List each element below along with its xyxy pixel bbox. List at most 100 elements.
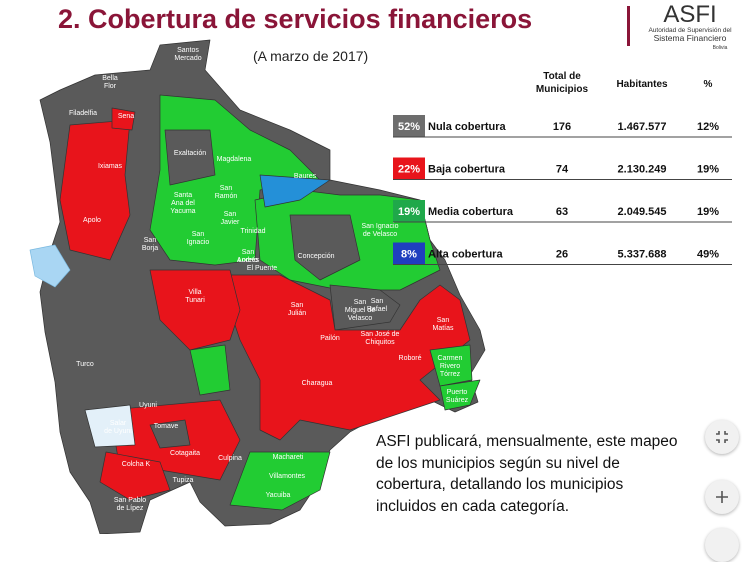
region-blue [259, 174, 331, 208]
cell-total: 63 [556, 206, 568, 218]
cell-total: 74 [556, 164, 569, 176]
place-label-line: Borja [142, 245, 158, 252]
place-label-line: Culpina [218, 455, 242, 462]
cell-category: Media cobertura [428, 206, 514, 218]
place-label-line: Santa [174, 192, 192, 199]
place-label: Salar de Uyuni [104, 420, 132, 435]
place-label-line: Ignacio [187, 239, 210, 246]
cell-population: 2.130.249 [618, 164, 667, 176]
place-label-line: Rivero [440, 363, 460, 370]
logo: ASFI Autoridad de Supervisión del Sistem… [627, 1, 732, 51]
cell-percent: 49% [697, 249, 719, 261]
place-label-line: San [291, 302, 304, 309]
place-label-line: Bella [102, 75, 118, 82]
place-label-line: Andrés [237, 257, 260, 264]
cell-share: 19% [398, 206, 420, 218]
fit-button[interactable] [705, 420, 739, 454]
place-label-line: Tupiza [173, 477, 194, 484]
place-label-line: Ixiamas [98, 163, 123, 170]
zoom-out-button[interactable] [705, 528, 739, 562]
logo-line: Sistema Financiero [654, 33, 727, 43]
place-label-line: Rafael [367, 306, 388, 313]
zoom-in-button[interactable] [705, 480, 739, 514]
place-label: Villamontes [269, 473, 306, 480]
place-label-line: Machareti [273, 454, 304, 461]
place-label-line: San [220, 185, 233, 192]
place-label-line: Magdalena [217, 156, 252, 163]
place-label-line: Salar [110, 420, 127, 427]
place-label-line: San [437, 317, 450, 324]
slide: {"header": {"title": "2. Cobertura de se… [29, 1, 739, 562]
place-label-line: Tunari [185, 297, 205, 304]
place-label: Culpina [218, 455, 242, 462]
place-label: San José de Chiquitos [361, 331, 400, 346]
region-green [439, 379, 481, 411]
place-label: San Miguel de Velasco [345, 299, 375, 322]
region-red [219, 274, 471, 441]
place-label-line: Chiquitos [365, 339, 395, 346]
place-label: Charagua [302, 380, 333, 387]
place-label-line: Matías [432, 325, 454, 332]
cell-category: Alta cobertura [428, 249, 503, 261]
place-label-line: San José de [361, 331, 400, 338]
place-label-line: de Lípez [117, 505, 144, 512]
place-label: San Ramón [215, 185, 238, 200]
region-green [429, 344, 473, 387]
salar [84, 404, 136, 448]
logo-bar [627, 6, 630, 46]
place-label: Yacuiba [266, 492, 291, 499]
cell-total: 176 [553, 121, 571, 133]
place-label: Uyuni [139, 402, 157, 409]
place-label: San Matías [432, 317, 454, 332]
place-label: Ixiamas [98, 163, 123, 170]
table-header: % [704, 79, 713, 90]
place-label-line: Tomave [154, 423, 179, 430]
place-label: Baures [294, 173, 317, 180]
place-label-line: Suárez [446, 397, 469, 404]
logo-name: ASFI [663, 1, 716, 28]
place-label-line: San [144, 237, 157, 244]
place-label-line: Filadelfia [69, 110, 97, 117]
cell-category: Nula cobertura [428, 121, 507, 133]
place-label: Cotagaita [170, 450, 200, 457]
place-label: San Ignacio de Velasco [362, 223, 399, 238]
place-label: Filadelfia [69, 110, 97, 117]
place-label-line: Yacuiba [266, 492, 291, 499]
place-label: Tupiza [173, 477, 194, 484]
place-label: Machareti [273, 454, 304, 461]
cell-share: 8% [401, 249, 417, 261]
place-label: San Andrés [237, 249, 260, 264]
place-label-line: Puerto [447, 389, 468, 396]
place-label: Sena [118, 113, 134, 120]
cell-population: 1.467.577 [618, 121, 667, 133]
region-gray [289, 214, 361, 281]
place-label-line: Ramón [215, 193, 238, 200]
place-label-line: San [192, 231, 205, 238]
region-red [111, 107, 136, 131]
place-label: Puerto Suárez [446, 389, 469, 404]
place-label-line: San Pablo [114, 497, 146, 504]
table-header: Municipios [536, 84, 589, 95]
place-label-line: Exaltación [174, 150, 206, 157]
place-label-line: Pailón [320, 335, 340, 342]
place-label-line: El Puente [247, 265, 277, 272]
slide-title: 2. Cobertura de servicios financieros [58, 4, 533, 34]
place-label: Trinidad [240, 228, 265, 235]
place-label-line: Carmen [438, 355, 463, 362]
place-label-line: San [224, 211, 237, 218]
cell-percent: 19% [697, 206, 719, 218]
place-label-line: San Ignacio [362, 223, 399, 230]
region-gray [149, 419, 191, 449]
place-label: San Borja [142, 237, 158, 252]
cell-population: 2.049.545 [618, 206, 667, 218]
place-label-line: Trinidad [240, 228, 265, 235]
place-label-line: Julián [288, 310, 306, 317]
map: Santos Mercado Bella Flor Filadelfia Sena Ixia… [29, 1, 732, 534]
place-label: Carmen Rivero Tórrez [438, 355, 463, 378]
place-label-line: Velasco [348, 315, 373, 322]
cell-total: 26 [556, 249, 568, 261]
place-label: Tomave [154, 423, 179, 430]
map-labels: Santos Mercado Bella Flor Filadelfia Sena Ixia… [69, 47, 469, 512]
region-green [189, 344, 231, 396]
table-header: Total de [543, 71, 581, 82]
